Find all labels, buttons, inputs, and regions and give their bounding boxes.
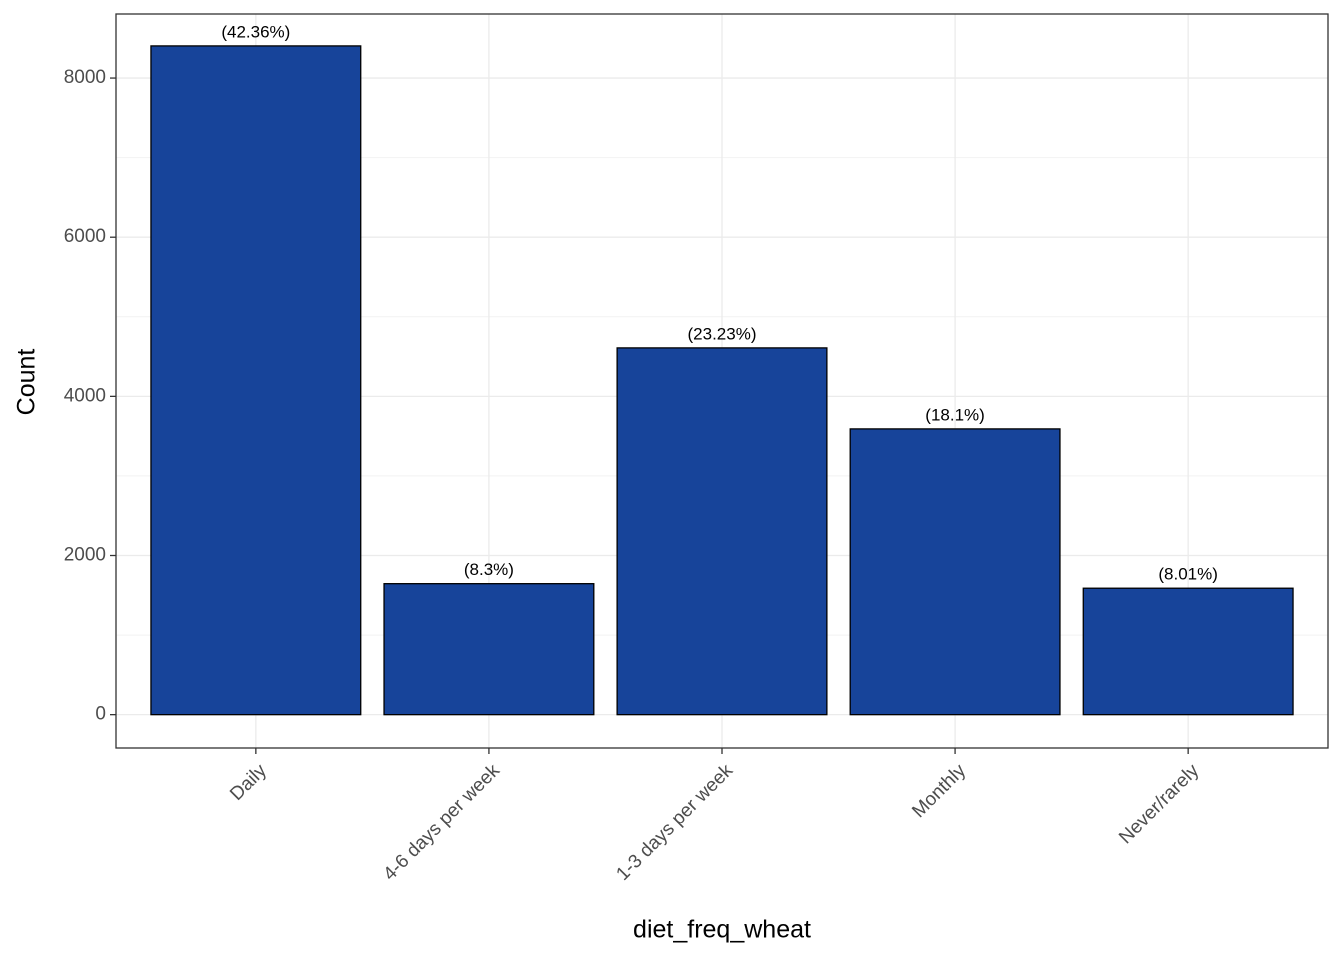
bar — [616, 347, 828, 716]
y-tick-label: 2000 — [64, 545, 106, 566]
bar-label: (8.3%) — [464, 560, 514, 579]
y-tick-label: 8000 — [64, 67, 106, 88]
y-tick-label: 6000 — [64, 226, 106, 247]
y-tick-label: 4000 — [64, 385, 106, 406]
y-axis-title: Count — [13, 349, 41, 416]
bar — [150, 45, 362, 716]
bar — [383, 583, 595, 716]
bar-label: (23.23%) — [688, 324, 757, 343]
marks — [150, 45, 1294, 716]
bar — [1082, 587, 1294, 716]
x-axis-title: diet_freq_wheat — [633, 916, 811, 944]
y-tick-label: 0 — [95, 704, 106, 725]
bar — [849, 428, 1061, 716]
bar-label: (18.1%) — [925, 405, 985, 424]
bar-label: (8.01%) — [1158, 565, 1218, 584]
bar-label: (42.36%) — [221, 22, 290, 41]
